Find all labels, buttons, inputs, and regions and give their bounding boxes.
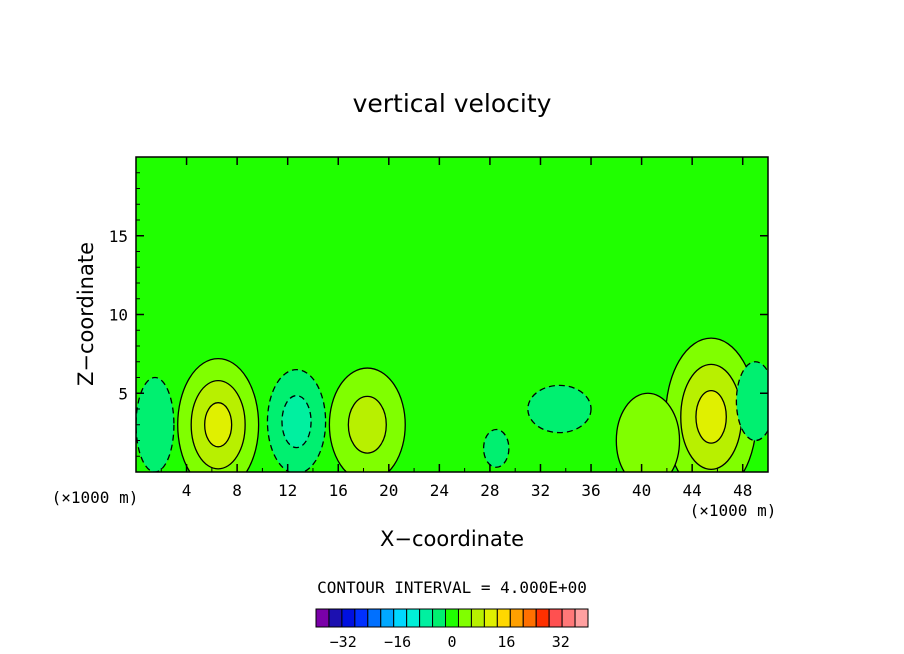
x-tick-label: 4 — [182, 481, 192, 500]
y-tick-label: 5 — [118, 384, 128, 403]
downdraft-contour-5-1 — [281, 394, 312, 449]
x-tick-label: 40 — [632, 481, 651, 500]
x-tick-label: 32 — [531, 481, 550, 500]
colorbar-box — [328, 608, 343, 628]
downdraft-contour-7-0 — [482, 428, 510, 468]
colorbar-box — [393, 608, 408, 628]
downdraft-contour-6-0 — [527, 384, 592, 434]
colorbar-box — [432, 608, 447, 628]
x-tick-label: 28 — [480, 481, 499, 500]
downdraft-contour-4-0 — [136, 376, 175, 472]
x-tick-label: 36 — [581, 481, 600, 500]
contour-interval-label: CONTOUR INTERVAL = 4.000E+00 — [317, 578, 587, 597]
y-axis-label: Z−coordinate — [74, 242, 98, 386]
colorbar-tick-label: 0 — [447, 633, 456, 651]
x-tick-label: 16 — [329, 481, 348, 500]
colorbar-box — [354, 608, 369, 628]
colorbar-box — [509, 608, 524, 628]
x-unit-left: (×1000 m) — [52, 488, 139, 507]
updraft-contour-1-1 — [347, 395, 387, 454]
x-tick-label: 44 — [683, 481, 702, 500]
contour-field — [136, 157, 768, 472]
colorbar-box — [380, 608, 395, 628]
x-unit-right: (×1000 m) — [690, 501, 777, 520]
updraft-contour-0-2 — [204, 402, 233, 448]
x-tick-label: 24 — [430, 481, 449, 500]
updraft-contour-3-0 — [615, 392, 681, 472]
x-tick-label: 8 — [232, 481, 242, 500]
x-axis-label: X−coordinate — [380, 527, 524, 551]
colorbar-box — [367, 608, 382, 628]
colorbar-box — [445, 608, 459, 628]
colorbar-box — [341, 608, 356, 628]
chart-title: vertical velocity — [353, 89, 552, 118]
colorbar-box — [496, 608, 511, 628]
x-tick-label: 20 — [379, 481, 398, 500]
colorbar-box — [483, 608, 498, 628]
colorbar: −32 −16 0 16 32 — [315, 608, 589, 651]
colorbar-box — [561, 608, 576, 628]
colorbar-tick-label: −32 — [330, 633, 357, 651]
colorbar-box — [406, 608, 421, 628]
colorbar-box — [574, 608, 589, 628]
x-tick-label: 48 — [733, 481, 752, 500]
colorbar-tick-label: 16 — [497, 633, 515, 651]
colorbar-box — [470, 608, 485, 628]
colorbar-box — [457, 608, 472, 628]
colorbar-box — [419, 608, 434, 628]
colorbar-box — [548, 608, 563, 628]
colorbar-tick-label: 32 — [552, 633, 570, 651]
colorbar-tick-label: −16 — [384, 633, 411, 651]
updraft-contour-2-2 — [695, 389, 727, 444]
downdraft-contour-8-0 — [735, 361, 768, 442]
colorbar-box — [535, 608, 550, 628]
colorbar-box — [315, 608, 330, 628]
y-tick-label: 10 — [109, 306, 128, 325]
y-tick-label: 15 — [109, 227, 128, 246]
x-tick-label: 12 — [278, 481, 297, 500]
colorbar-box — [522, 608, 537, 628]
